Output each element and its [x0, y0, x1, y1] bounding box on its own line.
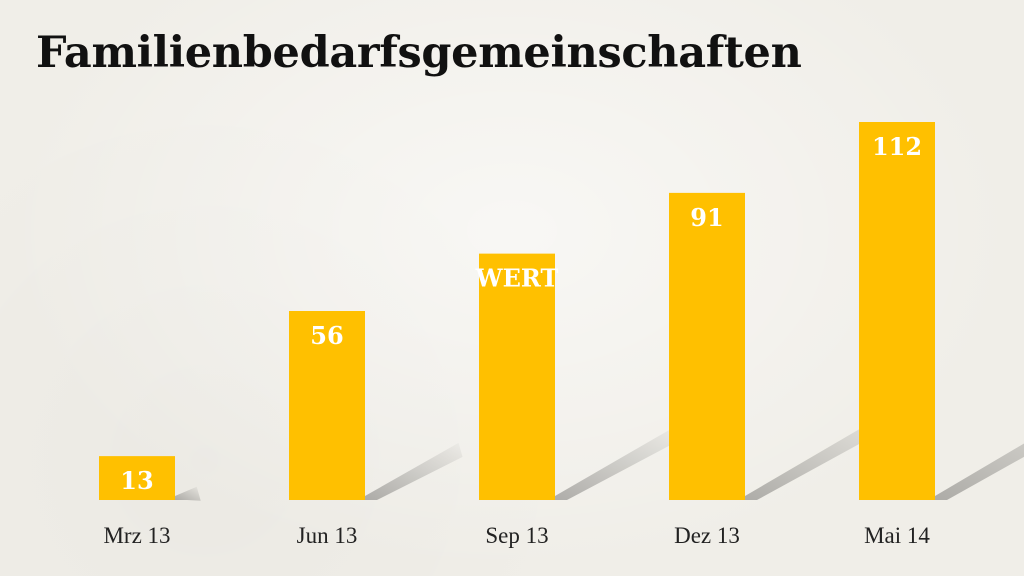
x-tick-label: Mai 14 [864, 523, 930, 548]
bar-shadow [365, 442, 463, 500]
bar-shadow [175, 486, 201, 501]
bars-group [99, 122, 935, 500]
bar [859, 122, 935, 500]
bar-value-label: 91 [690, 203, 723, 232]
bar-value-label: 112 [872, 132, 922, 161]
bar [669, 192, 745, 500]
value-labels-group: 13 56 WERT 91 112 [120, 132, 922, 495]
x-tick-label: Dez 13 [674, 523, 740, 548]
bar-value-label: WERT [475, 264, 559, 293]
bar-shadow [555, 425, 681, 500]
x-tick-label: Jun 13 [297, 523, 358, 548]
bar [289, 311, 365, 500]
chart-title: Familienbedarfsgemeinschaften [36, 28, 802, 78]
bar-shadow [935, 443, 1024, 500]
bar-value-label: 56 [310, 321, 343, 350]
x-tick-label: Mrz 13 [103, 523, 170, 548]
bar [479, 253, 555, 500]
bar-value-label: 13 [120, 466, 153, 495]
tick-labels-group: Mrz 13 Jun 13 Sep 13 Dez 13 Mai 14 [103, 523, 930, 548]
x-tick-label: Sep 13 [485, 523, 548, 548]
bar [99, 456, 175, 500]
